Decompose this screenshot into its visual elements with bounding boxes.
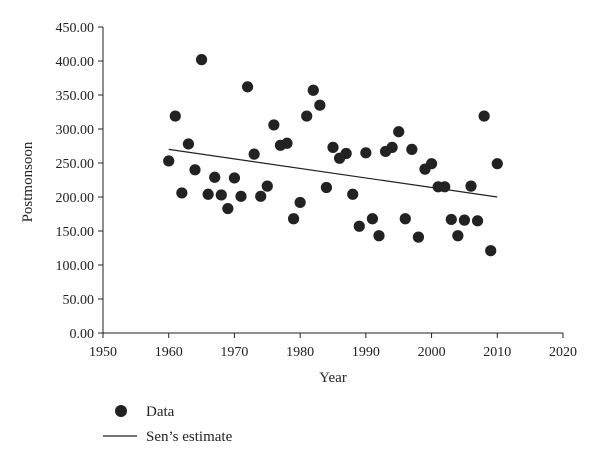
data-point bbox=[314, 99, 326, 111]
data-point bbox=[176, 187, 188, 199]
data-point bbox=[228, 172, 241, 184]
data-point bbox=[294, 196, 306, 209]
data-point bbox=[373, 230, 385, 242]
data-point bbox=[458, 214, 471, 226]
legend-label-sens-estimate: Sen’s estimate bbox=[146, 429, 233, 445]
data-points bbox=[163, 54, 503, 257]
data-point bbox=[189, 164, 201, 176]
data-point bbox=[268, 119, 280, 131]
data-point bbox=[163, 155, 175, 167]
data-point bbox=[281, 137, 293, 149]
data-point bbox=[287, 213, 300, 225]
data-point bbox=[412, 231, 425, 243]
data-point bbox=[406, 143, 418, 155]
data-point bbox=[202, 188, 214, 200]
data-point bbox=[485, 245, 497, 257]
data-point bbox=[393, 126, 405, 138]
data-point bbox=[399, 213, 411, 225]
data-point bbox=[301, 110, 313, 122]
data-point bbox=[255, 190, 267, 202]
y-tick-label: 150.00 bbox=[56, 225, 95, 240]
trend-line bbox=[168, 148, 498, 198]
x-tick-label: 1950 bbox=[89, 345, 117, 360]
y-tick-label: 0.00 bbox=[70, 327, 95, 342]
y-tick-label: 50.00 bbox=[63, 293, 95, 308]
data-point bbox=[353, 220, 365, 232]
y-tick-label: 250.00 bbox=[56, 157, 95, 172]
data-point bbox=[465, 180, 477, 192]
data-point bbox=[261, 180, 273, 192]
y-tick-label: 450.00 bbox=[56, 21, 95, 36]
data-point bbox=[491, 158, 503, 170]
data-point bbox=[215, 189, 227, 201]
x-tick-label: 1960 bbox=[155, 345, 183, 360]
data-point bbox=[248, 148, 260, 160]
data-point bbox=[439, 181, 451, 193]
legend-marker-data bbox=[115, 405, 127, 417]
y-axis-title: Postmonsoon bbox=[20, 141, 36, 222]
data-point bbox=[340, 147, 352, 160]
data-point bbox=[478, 110, 490, 122]
x-tick-label: 2000 bbox=[418, 345, 446, 360]
data-point bbox=[222, 202, 234, 215]
data-point bbox=[307, 84, 319, 96]
legend: Data Sen’s estimate bbox=[103, 404, 233, 445]
data-point bbox=[182, 138, 195, 150]
x-tick-label: 2020 bbox=[549, 345, 577, 360]
data-point bbox=[347, 188, 359, 200]
data-point bbox=[366, 213, 379, 225]
data-point bbox=[235, 190, 247, 202]
data-point bbox=[320, 181, 333, 194]
data-point bbox=[169, 110, 181, 122]
y-tick-label: 200.00 bbox=[56, 191, 95, 206]
data-point bbox=[386, 141, 398, 153]
sens-estimate-line bbox=[168, 148, 498, 198]
legend-label-data: Data bbox=[146, 404, 175, 420]
x-tick-label: 1980 bbox=[286, 345, 314, 360]
data-point bbox=[445, 213, 457, 226]
y-tick-label: 350.00 bbox=[56, 89, 95, 104]
x-tick-label: 2010 bbox=[483, 345, 511, 360]
data-point bbox=[241, 81, 254, 93]
y-tick-label: 400.00 bbox=[56, 55, 95, 70]
data-point bbox=[209, 171, 221, 183]
data-point bbox=[471, 215, 484, 227]
axes: 0.00 50.00 100.00 150.00 200.00 250.00 300.00 3… bbox=[56, 21, 578, 360]
y-tick-label: 100.00 bbox=[56, 259, 95, 274]
x-tick-label: 1970 bbox=[220, 345, 248, 360]
x-axis-title: Year bbox=[319, 370, 347, 386]
data-point bbox=[327, 141, 339, 153]
y-tick-label: 300.00 bbox=[56, 123, 95, 138]
data-point bbox=[425, 158, 438, 170]
data-point bbox=[360, 147, 372, 159]
x-tick-label: 1990 bbox=[352, 345, 380, 360]
data-point bbox=[452, 230, 464, 242]
data-point bbox=[195, 54, 208, 66]
